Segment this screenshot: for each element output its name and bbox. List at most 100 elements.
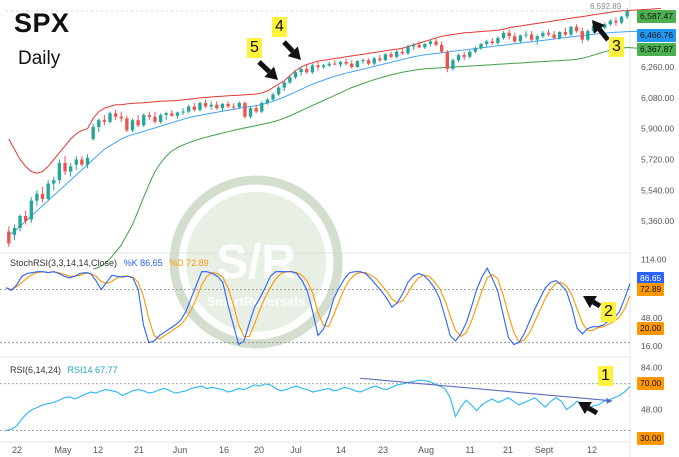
candle-body bbox=[147, 115, 152, 117]
candle bbox=[558, 31, 562, 40]
candle bbox=[423, 43, 427, 50]
candle-body bbox=[541, 32, 545, 37]
candle-body bbox=[428, 41, 433, 44]
candle-body bbox=[406, 46, 410, 54]
candle-body bbox=[276, 87, 281, 95]
candle bbox=[74, 156, 78, 170]
chart-period: Daily bbox=[18, 48, 61, 69]
candle-body bbox=[473, 48, 478, 52]
candle-body bbox=[254, 108, 258, 112]
candle bbox=[389, 51, 393, 59]
candle bbox=[158, 113, 163, 124]
candle bbox=[231, 103, 236, 110]
candle bbox=[288, 75, 292, 85]
candle-body bbox=[558, 31, 562, 38]
candle bbox=[456, 53, 461, 62]
arrow-5-shaft bbox=[257, 60, 272, 74]
candle-body bbox=[462, 55, 466, 57]
candle bbox=[248, 106, 253, 119]
candle-body bbox=[198, 103, 202, 110]
candle-body bbox=[181, 111, 185, 113]
candle-body bbox=[479, 43, 483, 49]
candle bbox=[237, 101, 241, 109]
candle bbox=[406, 44, 410, 56]
candle bbox=[23, 210, 28, 225]
candle bbox=[344, 58, 348, 66]
candle bbox=[479, 43, 483, 50]
rsi-line bbox=[5, 379, 631, 432]
candle-body bbox=[7, 231, 11, 244]
arrow-3-head bbox=[592, 20, 605, 34]
candle bbox=[574, 24, 579, 33]
stoch-axis-tick: 114.00 bbox=[641, 254, 667, 264]
candle bbox=[411, 43, 416, 50]
candle bbox=[142, 113, 146, 127]
candle-body bbox=[35, 193, 39, 201]
candle-body bbox=[563, 31, 568, 35]
candle bbox=[243, 101, 247, 119]
candle-body bbox=[119, 116, 123, 119]
candle bbox=[102, 115, 107, 126]
watermark-ring bbox=[169, 175, 343, 349]
candle-body bbox=[265, 99, 270, 104]
candle bbox=[271, 92, 275, 102]
candle bbox=[468, 49, 472, 59]
candle bbox=[563, 27, 568, 37]
candle bbox=[52, 176, 56, 191]
candle bbox=[439, 41, 444, 54]
candle bbox=[97, 118, 101, 133]
rsi-70-tag: 70.00 bbox=[637, 377, 665, 390]
candle-body bbox=[490, 41, 494, 44]
candle bbox=[265, 97, 270, 105]
candle-body bbox=[327, 63, 331, 66]
annotation-5: 5 bbox=[247, 38, 262, 58]
candle bbox=[108, 111, 112, 124]
candle bbox=[147, 111, 152, 121]
candle bbox=[40, 186, 45, 203]
lower-bollinger-band bbox=[92, 46, 661, 270]
candle-body bbox=[40, 193, 45, 199]
price-axis-tick: 6,080.00 bbox=[641, 93, 674, 103]
candle-body bbox=[501, 32, 506, 38]
stochrsi-name: StochRSI(3,3,14,14,Close) bbox=[10, 258, 118, 268]
candle-body bbox=[535, 36, 539, 40]
candle bbox=[226, 101, 230, 109]
candle-body bbox=[130, 120, 135, 131]
candle-body bbox=[226, 103, 230, 107]
x-axis-tick: 12 bbox=[587, 445, 597, 455]
price-high-label: 6,592.89 bbox=[590, 2, 622, 11]
price-axis-tick: 5,540.00 bbox=[641, 185, 674, 195]
rsi-legend: RSI(6,14,24) RSI14 67.77 bbox=[10, 365, 118, 375]
rsi-axis-tick: 84.00 bbox=[641, 362, 663, 372]
candle-body bbox=[439, 44, 444, 52]
candle bbox=[501, 31, 506, 40]
annotation-2: 2 bbox=[601, 302, 616, 322]
candle bbox=[130, 118, 135, 133]
candle-body bbox=[400, 51, 405, 54]
candle-body bbox=[288, 77, 292, 83]
candle bbox=[46, 180, 50, 201]
candle-body bbox=[383, 54, 388, 61]
candle-body bbox=[158, 115, 163, 122]
candle bbox=[192, 103, 197, 112]
candle-body bbox=[187, 106, 191, 112]
candle bbox=[535, 34, 539, 45]
watermark-text: SmartReversals bbox=[207, 294, 305, 309]
candle bbox=[338, 61, 343, 68]
candle bbox=[327, 61, 331, 68]
candle bbox=[136, 115, 140, 127]
candle-body bbox=[215, 104, 219, 109]
candle bbox=[614, 17, 618, 26]
rsi-30-tag: 30.00 bbox=[637, 432, 665, 445]
candle-body bbox=[338, 61, 343, 65]
candle-body bbox=[355, 61, 360, 68]
candle-body bbox=[513, 36, 517, 42]
annotation-4: 4 bbox=[272, 17, 287, 37]
stochrsi-k-value: %K 86.65 bbox=[123, 258, 163, 268]
candle bbox=[490, 37, 494, 45]
candle bbox=[29, 197, 33, 223]
arrow-5-head bbox=[264, 66, 278, 80]
candle bbox=[113, 109, 118, 121]
stoch-axis-tick: 48.00 bbox=[641, 313, 663, 323]
candle-body bbox=[23, 216, 28, 222]
